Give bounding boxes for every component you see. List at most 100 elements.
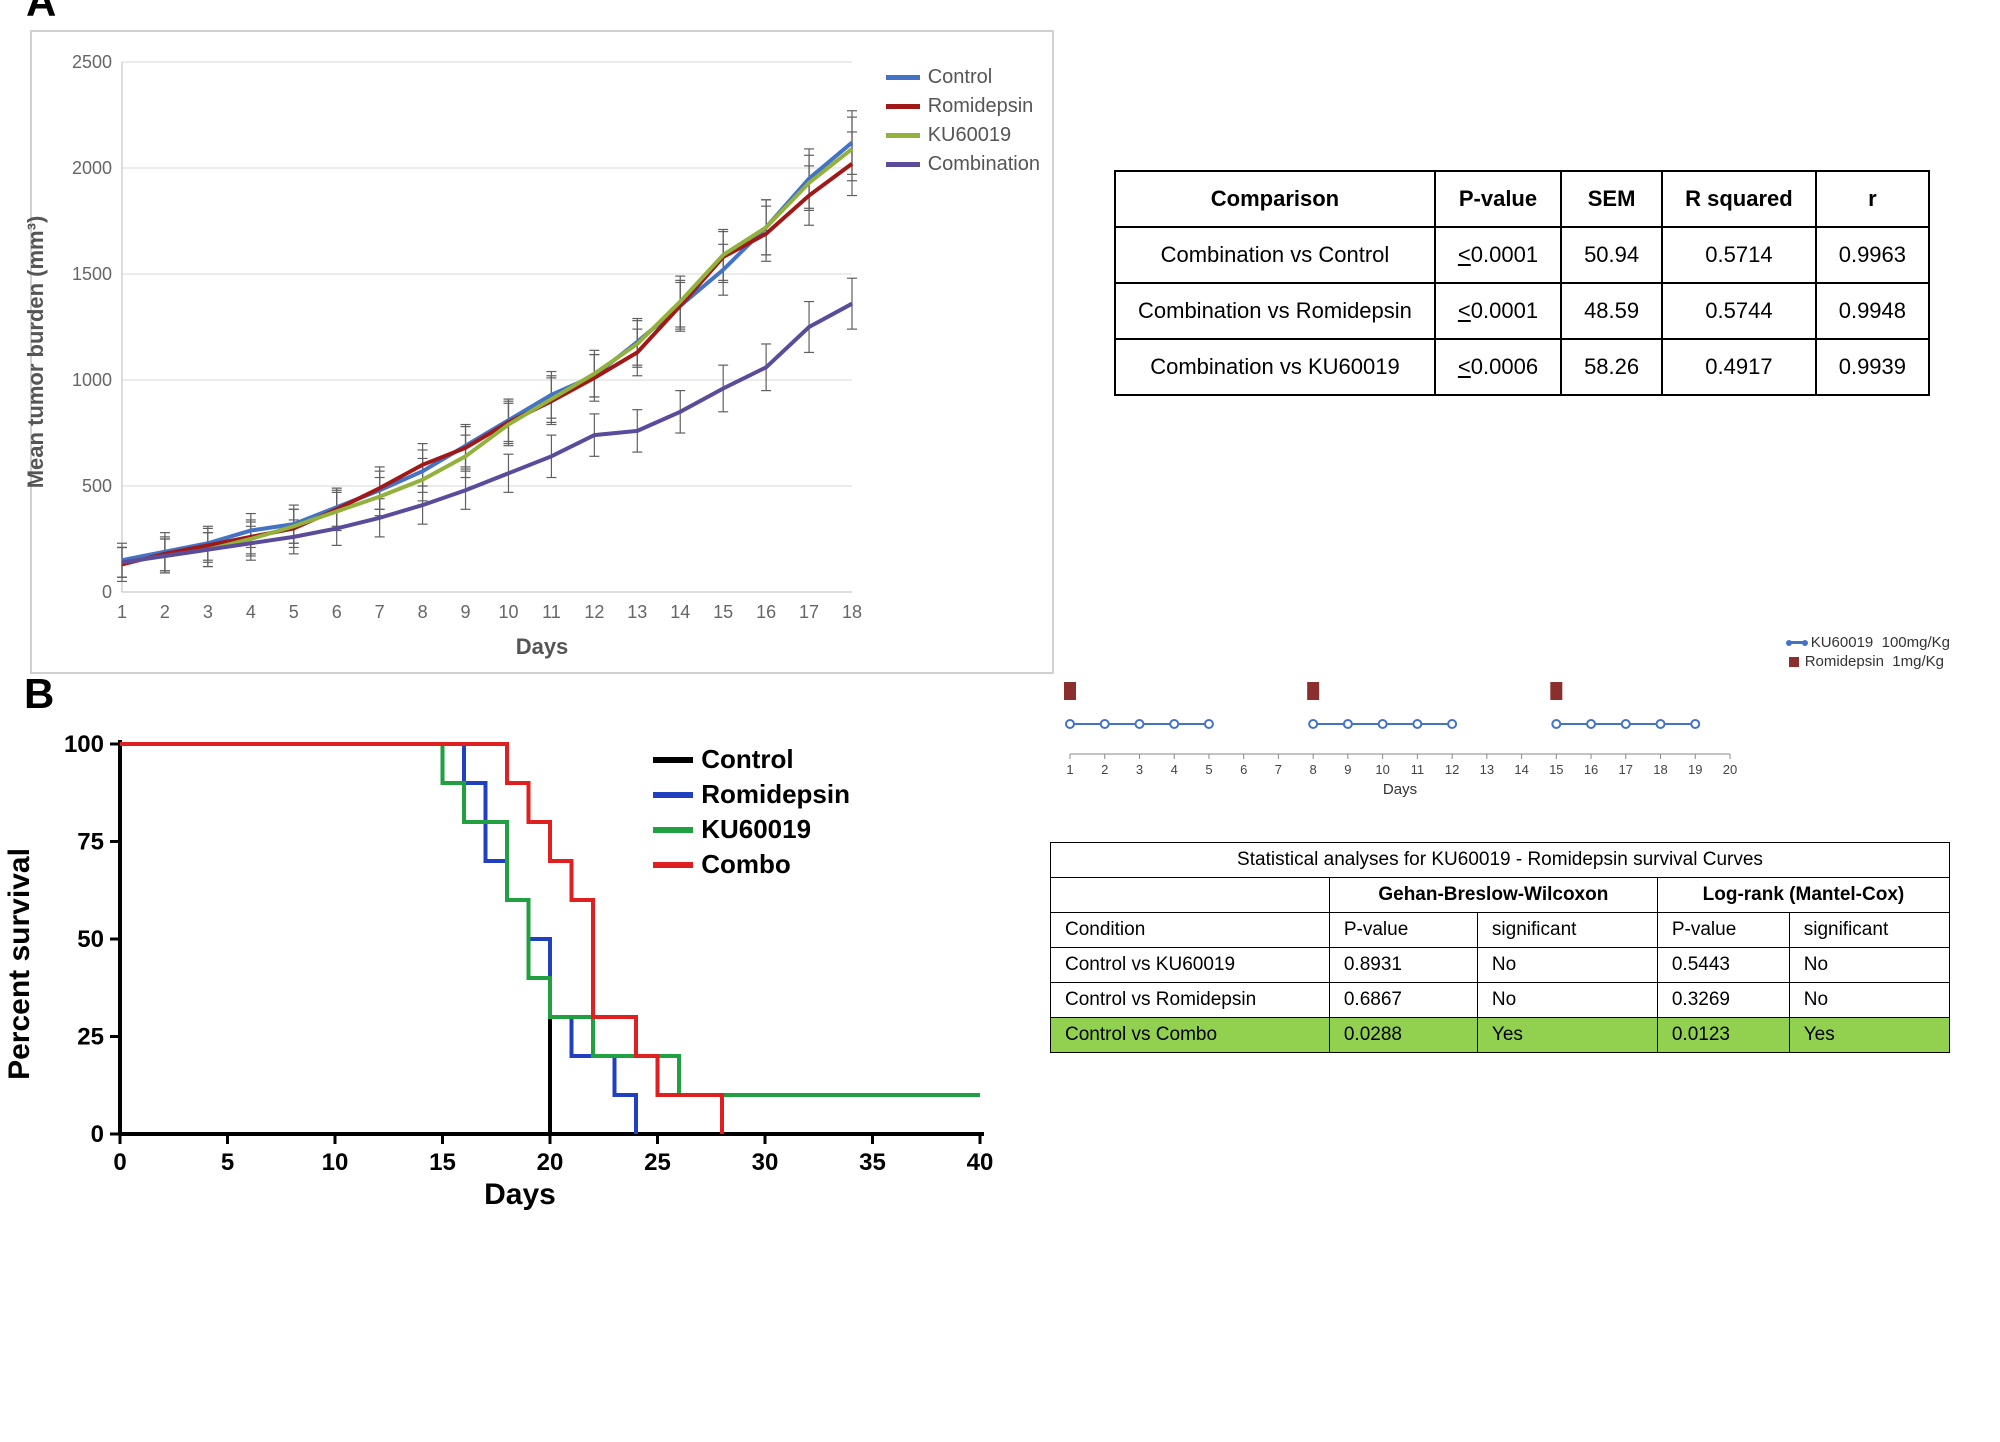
- table-cell: 0.5714: [1662, 227, 1816, 283]
- y-axis-label-a: Mean tumor burden (mm³): [23, 216, 49, 489]
- panel-a-chart-container: A 05001000150020002500123456789101112131…: [30, 30, 1054, 674]
- svg-text:16: 16: [756, 602, 776, 622]
- legend-text: Romidepsin: [928, 95, 1034, 118]
- table-cell: 0.8931: [1329, 948, 1477, 983]
- svg-text:10: 10: [1375, 762, 1389, 777]
- svg-text:7: 7: [375, 602, 385, 622]
- svg-text:15: 15: [713, 602, 733, 622]
- legend-a: Control Romidepsin KU60019 Combination: [886, 66, 1040, 182]
- table-title: Statistical analyses for KU60019 - Romid…: [1051, 843, 1950, 878]
- ku-swatch-icon: [1789, 641, 1805, 644]
- table-cell: 0.9939: [1816, 339, 1929, 395]
- svg-text:2: 2: [1101, 762, 1108, 777]
- legend-text: Romidepsin: [701, 779, 850, 810]
- table-cell: 0.5443: [1657, 948, 1789, 983]
- legend-item: Romidepsin: [653, 779, 850, 810]
- dosing-svg: 1234567891011121314151617181920Days: [1050, 664, 1750, 814]
- svg-text:11: 11: [542, 602, 561, 622]
- svg-text:8: 8: [418, 602, 428, 622]
- svg-text:10: 10: [498, 602, 518, 622]
- svg-text:3: 3: [203, 602, 213, 622]
- table-cell: 0.6867: [1329, 983, 1477, 1018]
- legend-item: KU60019: [653, 814, 850, 845]
- table-cell: No: [1789, 948, 1949, 983]
- svg-text:1000: 1000: [72, 370, 112, 390]
- svg-text:17: 17: [799, 602, 819, 622]
- legend-item: Romidepsin: [886, 95, 1040, 118]
- legend-swatch-icon: [653, 757, 693, 763]
- x-axis-label-a: Days: [516, 634, 569, 660]
- svg-text:30: 30: [752, 1149, 779, 1176]
- table-header: Comparison: [1115, 171, 1435, 227]
- table-cell: Control vs Combo: [1051, 1018, 1330, 1053]
- table-cell: 0.4917: [1662, 339, 1816, 395]
- table-cell: 0.3269: [1657, 983, 1789, 1018]
- x-axis-label-b: Days: [484, 1178, 556, 1212]
- svg-text:0: 0: [91, 1121, 104, 1148]
- table-cell: Control vs KU60019: [1051, 948, 1330, 983]
- svg-text:20: 20: [1723, 762, 1737, 777]
- svg-text:1500: 1500: [72, 264, 112, 284]
- legend-item: Combination: [886, 153, 1040, 176]
- legend-item: Control: [653, 744, 850, 775]
- table-cell: Control vs Romidepsin: [1051, 983, 1330, 1018]
- svg-text:19: 19: [1688, 762, 1702, 777]
- table-cell: Combination vs Control: [1115, 227, 1435, 283]
- table-cell: 0.9963: [1816, 227, 1929, 283]
- table-cell: 50.94: [1561, 227, 1662, 283]
- legend-swatch-icon: [653, 827, 693, 833]
- svg-text:4: 4: [1171, 762, 1178, 777]
- svg-text:12: 12: [1445, 762, 1459, 777]
- dosing-legend: KU60019 100mg/Kg Romidepsin 1mg/Kg: [1789, 634, 1950, 672]
- table-cell: 0.5744: [1662, 283, 1816, 339]
- svg-text:2: 2: [160, 602, 170, 622]
- table-header: P-value: [1657, 913, 1789, 948]
- svg-text:35: 35: [859, 1149, 886, 1176]
- svg-text:500: 500: [82, 476, 112, 496]
- svg-text:18: 18: [842, 602, 862, 622]
- table-header: P-value: [1435, 171, 1561, 227]
- svg-text:9: 9: [461, 602, 471, 622]
- romi-swatch-icon: [1789, 657, 1799, 667]
- svg-text:13: 13: [1480, 762, 1494, 777]
- legend-swatch-icon: [886, 162, 920, 167]
- table-cell: No: [1477, 948, 1657, 983]
- romi-label: Romidepsin: [1805, 653, 1884, 670]
- table-header: R squared: [1662, 171, 1816, 227]
- svg-text:0: 0: [113, 1149, 126, 1176]
- table-cell: No: [1477, 983, 1657, 1018]
- svg-text:Days: Days: [1383, 781, 1417, 798]
- table-cell: Yes: [1477, 1018, 1657, 1053]
- svg-text:18: 18: [1653, 762, 1667, 777]
- svg-text:6: 6: [1240, 762, 1247, 777]
- svg-text:4: 4: [246, 602, 256, 622]
- y-axis-label-b: Percent survival: [3, 848, 37, 1080]
- panel-a: A 05001000150020002500123456789101112131…: [30, 30, 1970, 674]
- legend-item: KU60019: [886, 124, 1040, 147]
- table-cell: 58.26: [1561, 339, 1662, 395]
- table-cell: <0.0001: [1435, 227, 1561, 283]
- survival-chart: 02550751000510152025303540: [30, 724, 1010, 1204]
- legend-swatch-icon: [886, 133, 920, 138]
- panel-a-label: A: [26, 0, 56, 26]
- legend-text: Control: [928, 66, 992, 89]
- svg-text:9: 9: [1344, 762, 1351, 777]
- legend-item: Control: [886, 66, 1040, 89]
- svg-text:50: 50: [77, 926, 104, 953]
- table-cell: 48.59: [1561, 283, 1662, 339]
- table-header: Condition: [1051, 913, 1330, 948]
- svg-text:16: 16: [1584, 762, 1598, 777]
- table-cell: 0.0123: [1657, 1018, 1789, 1053]
- table-header: r: [1816, 171, 1929, 227]
- svg-text:15: 15: [429, 1149, 456, 1176]
- svg-text:8: 8: [1310, 762, 1317, 777]
- svg-text:10: 10: [322, 1149, 349, 1176]
- svg-text:7: 7: [1275, 762, 1282, 777]
- table-header: [1051, 878, 1330, 913]
- svg-text:20: 20: [537, 1149, 564, 1176]
- svg-text:1: 1: [117, 602, 127, 622]
- table-header: significant: [1477, 913, 1657, 948]
- legend-text: Combination: [928, 153, 1040, 176]
- legend-item: Combo: [653, 849, 850, 880]
- ku-dose: 100mg/Kg: [1882, 634, 1950, 651]
